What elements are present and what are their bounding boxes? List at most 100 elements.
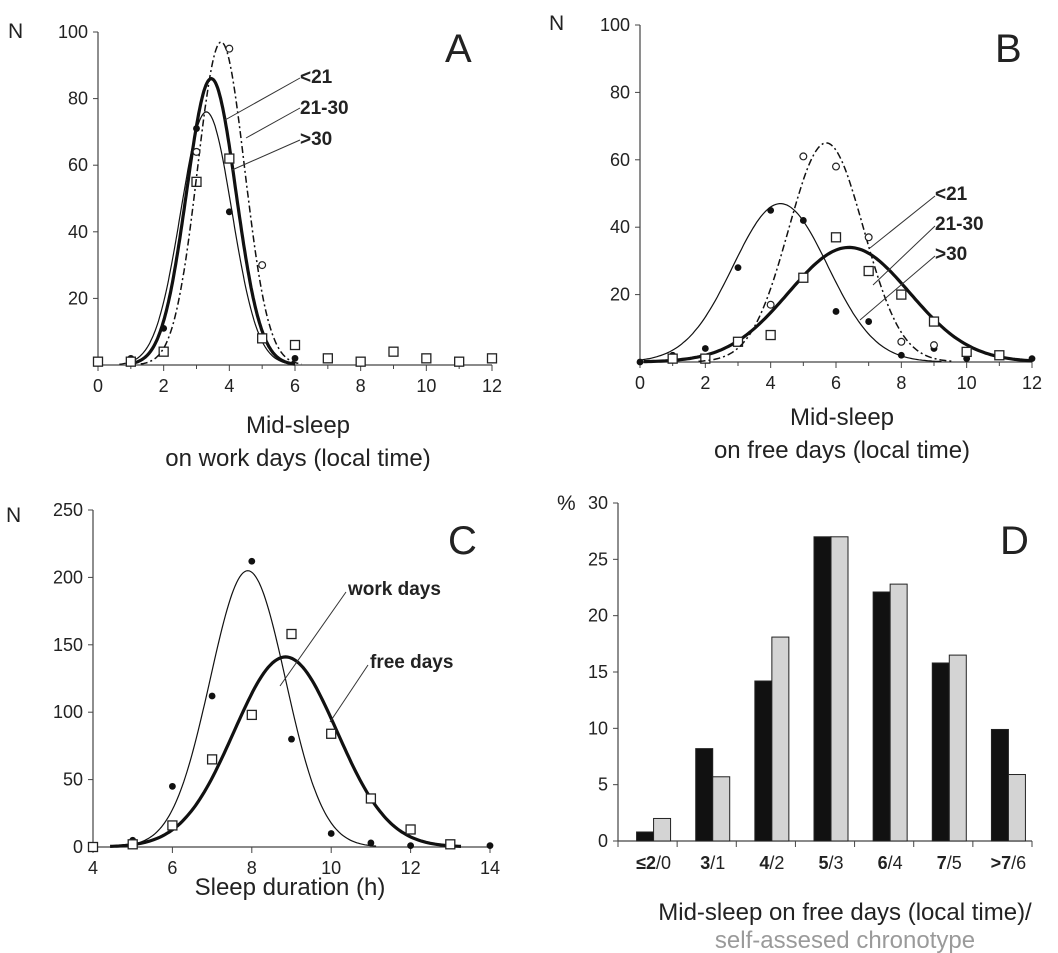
x-tick-label: 6	[290, 376, 300, 396]
y-tick-label: 20	[610, 285, 630, 305]
x-tick-label: 4/2	[759, 853, 784, 873]
bar	[889, 583, 908, 842]
y-tick-label: 25	[588, 549, 608, 569]
data-point	[961, 346, 972, 358]
data-point	[928, 316, 940, 327]
bar	[990, 728, 1009, 842]
data-point	[355, 356, 366, 367]
data-point	[929, 341, 938, 350]
panel-d-y-axis-label: %	[557, 492, 576, 515]
series-curve	[639, 203, 942, 363]
data-point	[830, 232, 842, 243]
data-point	[994, 350, 1005, 361]
panel-b-x-axis-label-line1: Mid-sleep	[790, 404, 894, 431]
y-tick-label: 80	[610, 82, 630, 102]
data-point	[734, 264, 742, 272]
panel-c-y-axis-label: N	[6, 504, 21, 527]
x-tick-label: 8	[356, 376, 366, 396]
y-tick-label: 10	[588, 718, 608, 738]
bar	[712, 776, 731, 842]
category-rest: /4	[888, 853, 903, 873]
series-label: 21-30	[935, 214, 984, 235]
data-point	[127, 839, 138, 850]
series-curve	[643, 245, 1033, 364]
y-tick-label: 50	[63, 770, 83, 790]
x-tick-label: 12	[482, 376, 502, 396]
y-tick-label: 40	[68, 222, 88, 242]
y-tick-label: 100	[58, 22, 88, 42]
data-point	[701, 345, 709, 352]
data-point	[248, 557, 256, 565]
panel-c: C N Sleep duration (h) 4 6 8 10 12 14 0 50 100 15…	[6, 500, 500, 901]
series-curve	[119, 570, 377, 847]
data-point	[225, 44, 234, 53]
data-point	[326, 728, 337, 739]
data-point	[167, 820, 178, 831]
panel-d: D % Mid-sleep on free days (local time)/…	[557, 492, 1033, 953]
category-rest: /5	[947, 853, 962, 873]
data-point	[766, 300, 775, 309]
x-tick-label: 10	[416, 376, 436, 396]
data-point	[667, 353, 678, 364]
bar	[830, 536, 849, 842]
data-point	[327, 830, 335, 837]
category-bold: 5	[818, 853, 828, 873]
panel-b-y-axis-label: N	[549, 12, 564, 35]
data-point	[407, 842, 414, 850]
y-tick-label: 30	[588, 493, 608, 513]
y-tick-label: 60	[68, 155, 88, 175]
category-rest: /2	[769, 853, 784, 873]
series-curve	[698, 142, 954, 363]
panel-d-x-axis-label-line1: Mid-sleep on free days (local time)/	[658, 899, 1032, 926]
y-tick-label: 5	[598, 775, 608, 795]
category-bold: 3	[700, 853, 710, 873]
data-point	[421, 353, 432, 364]
leader-line	[245, 107, 301, 139]
series-label: >30	[300, 129, 332, 150]
data-point	[897, 337, 906, 346]
data-point	[291, 354, 299, 362]
category-bold: 4	[759, 853, 769, 873]
x-tick-label: 4	[766, 373, 776, 393]
y-tick-label: 0	[73, 837, 83, 857]
panel-letter-c: C	[448, 519, 477, 563]
leader-line	[859, 255, 936, 321]
bar	[636, 831, 655, 842]
series-label: >30	[935, 244, 967, 265]
series-curve	[140, 41, 302, 365]
y-tick-label: 60	[610, 150, 630, 170]
y-tick-label: 250	[53, 500, 83, 520]
x-tick-label: 0	[635, 373, 645, 393]
x-tick-label: 0	[93, 376, 103, 396]
data-point	[445, 839, 456, 850]
data-point	[158, 346, 169, 357]
data-point	[863, 265, 874, 277]
data-point	[225, 208, 233, 216]
x-tick-label: 6/4	[878, 853, 903, 873]
x-tick-label: 2	[700, 373, 710, 393]
x-tick-label: 12	[1022, 373, 1042, 393]
data-point	[289, 339, 301, 351]
category-rest: /1	[710, 853, 725, 873]
data-point	[208, 692, 216, 700]
bar	[813, 536, 832, 842]
panel-a: A N Mid-sleep on work days (local time) …	[8, 20, 502, 472]
panel-letter-a: A	[445, 27, 472, 71]
data-point	[87, 841, 99, 853]
leader-line	[279, 591, 347, 687]
data-point	[896, 289, 907, 300]
x-tick-label: 10	[321, 858, 341, 878]
x-tick-label: 8	[247, 858, 257, 878]
data-point	[206, 754, 218, 765]
data-point	[169, 782, 176, 790]
y-tick-label: 80	[68, 89, 88, 109]
data-point	[700, 353, 711, 364]
panel-letter-d: D	[1000, 519, 1029, 563]
data-point	[865, 318, 873, 325]
data-point	[365, 793, 377, 804]
category-rest: /0	[656, 853, 671, 873]
data-point	[798, 272, 809, 283]
data-point	[486, 842, 494, 850]
x-tick-label: 12	[401, 858, 421, 878]
